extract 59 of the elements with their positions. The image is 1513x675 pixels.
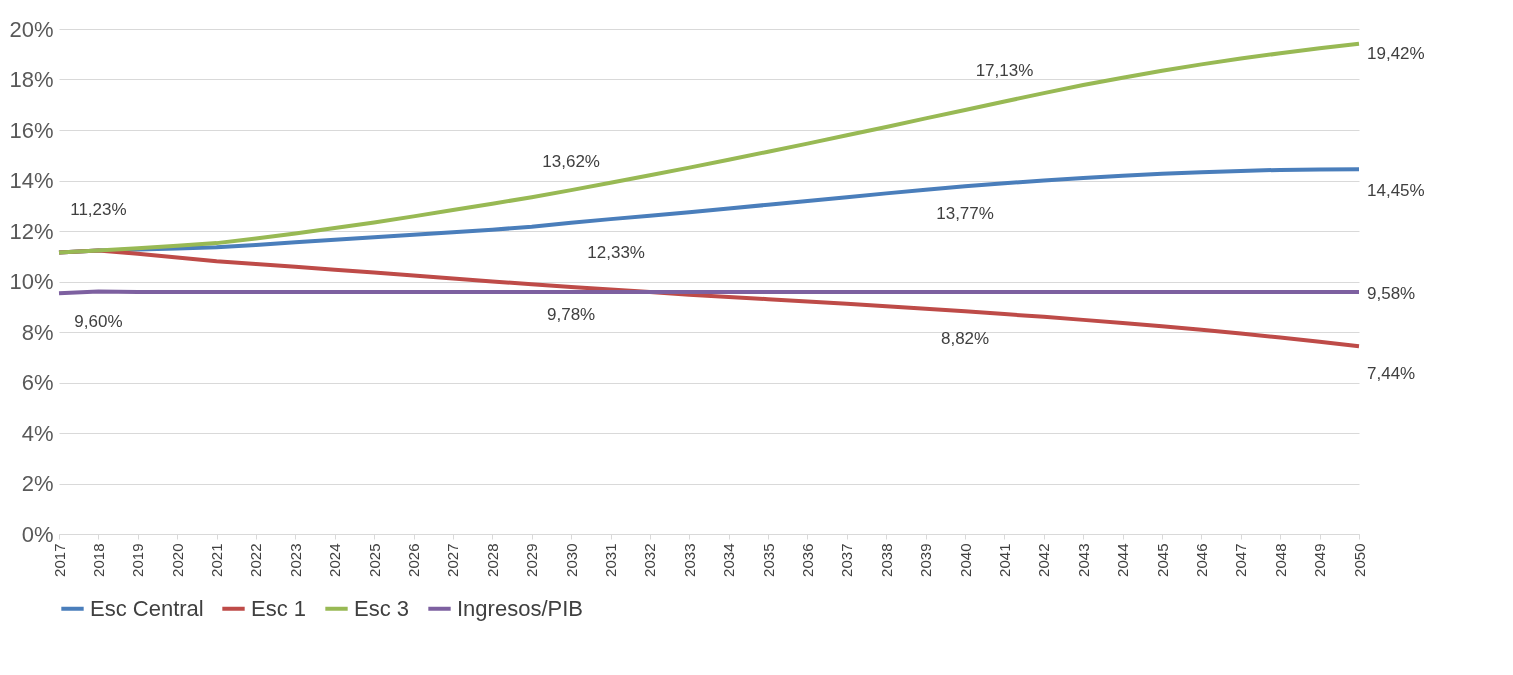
legend-label: Ingresos/PIB	[457, 595, 583, 621]
data-label: 12,33%	[587, 242, 645, 262]
y-tick-label: 2%	[21, 471, 54, 496]
y-tick-label: 12%	[9, 218, 54, 244]
x-tick-label: 2030	[562, 543, 580, 577]
y-tick-label: 6%	[21, 370, 54, 395]
x-tick-label: 2037	[838, 543, 856, 577]
y-tick-label: 8%	[21, 319, 54, 345]
x-tick-label: 2042	[1035, 543, 1053, 577]
data-label: 19,42%	[1367, 43, 1425, 63]
x-tick-label: 2020	[168, 543, 186, 577]
x-tick-label: 2022	[247, 543, 265, 577]
x-tick-label: 2023	[286, 543, 304, 577]
x-tick-label: 2026	[405, 543, 423, 577]
x-tick-label: 2019	[129, 543, 147, 577]
x-tick-label: 2039	[917, 543, 935, 577]
legend-label: Esc 1	[251, 595, 307, 621]
y-tick-label: 14%	[9, 168, 54, 193]
x-tick-label: 2028	[483, 543, 501, 577]
data-label: 13,77%	[936, 204, 994, 224]
x-tick-label: 2021	[208, 543, 226, 577]
x-tick-label: 2032	[641, 543, 659, 577]
data-label: 9,60%	[74, 311, 123, 331]
legend-label: Esc 3	[354, 595, 410, 621]
x-tick-label: 2018	[89, 543, 107, 577]
x-tick-label: 2031	[602, 543, 620, 577]
x-tick-label: 2024	[326, 543, 344, 577]
y-tick-label: 16%	[9, 117, 54, 143]
y-tick-label: 20%	[9, 16, 54, 42]
x-tick-label: 2038	[877, 543, 895, 577]
x-tick-label: 2027	[444, 543, 462, 577]
x-tick-label: 2036	[798, 543, 816, 577]
y-tick-label: 18%	[9, 67, 54, 92]
x-tick-label: 2033	[680, 543, 698, 577]
x-tick-label: 2025	[365, 543, 383, 577]
y-tick-label: 10%	[9, 269, 54, 294]
x-tick-label: 2044	[1114, 543, 1132, 577]
data-label: 9,78%	[547, 305, 596, 325]
x-tick-label: 2034	[720, 543, 738, 577]
x-tick-label: 2050	[1350, 543, 1368, 577]
data-label: 14,45%	[1367, 181, 1425, 201]
data-label: 17,13%	[975, 61, 1034, 81]
x-tick-label: 2029	[523, 543, 541, 577]
x-tick-label: 2040	[956, 543, 974, 577]
legend-label: Esc Central	[90, 595, 204, 621]
x-tick-label: 2048	[1271, 543, 1289, 577]
x-tick-label: 2046	[1192, 543, 1210, 577]
y-tick-label: 4%	[21, 420, 54, 446]
x-tick-label: 2041	[995, 543, 1013, 577]
x-tick-label: 2045	[1153, 543, 1171, 577]
x-tick-label: 2035	[759, 543, 777, 577]
data-label: 8,82%	[940, 329, 990, 349]
x-tick-label: 2043	[1074, 543, 1092, 577]
x-tick-label: 2049	[1311, 543, 1329, 577]
data-label: 11,23%	[70, 200, 127, 220]
data-label: 9,58%	[1367, 284, 1416, 304]
data-label: 7,44%	[1367, 364, 1416, 384]
data-label: 13,62%	[542, 152, 600, 172]
x-tick-label: 2047	[1232, 543, 1250, 577]
